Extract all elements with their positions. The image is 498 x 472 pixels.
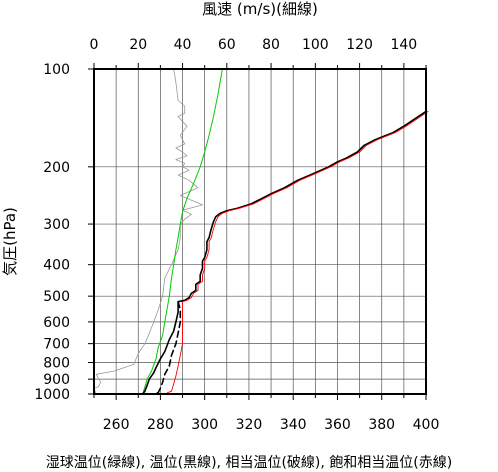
series-line-3	[153, 300, 182, 395]
y-tick-label: 500	[43, 289, 70, 305]
y-tick-label: 600	[43, 315, 70, 331]
y-tick-label: 400	[43, 258, 70, 274]
grid	[94, 69, 426, 394]
top-tick-label: 100	[302, 37, 329, 53]
bottom-axis-label: 湿球温位(緑線), 温位(黒線), 相当温位(破線), 飽和相当温位(赤線)	[46, 454, 452, 471]
plot-frame	[93, 68, 427, 395]
top-tick-label: 120	[346, 37, 373, 53]
top-axis-label: 風速 (m/s)(細線)	[202, 0, 318, 18]
top-tick-label: 80	[262, 37, 280, 53]
tick-labels: 260 280 300 320 340 360 380 400 0 20 40 60 80 100 120 1…	[34, 37, 439, 433]
series-layer	[93, 68, 429, 395]
top-tick-label: 40	[174, 37, 192, 53]
y-tick-label: 200	[43, 160, 70, 176]
y-tick-label: 700	[43, 337, 70, 353]
series-line-0	[93, 68, 203, 395]
y-tick-label: 300	[43, 217, 70, 233]
top-tick-label: 140	[390, 37, 417, 53]
y-tick-label: 800	[43, 356, 70, 372]
top-tick-label: 60	[218, 37, 236, 53]
top-tick-label: 20	[129, 37, 147, 53]
bottom-tick-label: 280	[147, 417, 174, 433]
series-line-2	[141, 110, 427, 395]
series-line-1	[142, 68, 223, 395]
bottom-tick-label: 260	[103, 417, 130, 433]
y-axis-label: 気圧(hPa)	[1, 207, 19, 276]
y-tick-label: 100	[43, 62, 70, 78]
bottom-tick-label: 380	[368, 417, 395, 433]
bottom-tick-label: 360	[324, 417, 351, 433]
y-tick-label: 1000	[34, 387, 70, 403]
top-tick-label: 0	[90, 37, 99, 53]
bottom-tick-label: 340	[280, 417, 307, 433]
bottom-tick-label: 320	[236, 417, 263, 433]
bottom-tick-label: 400	[413, 417, 440, 433]
bottom-tick-label: 300	[191, 417, 218, 433]
y-tick-label: 900	[43, 372, 70, 388]
series-line-4	[164, 110, 429, 395]
ticks	[88, 63, 427, 400]
